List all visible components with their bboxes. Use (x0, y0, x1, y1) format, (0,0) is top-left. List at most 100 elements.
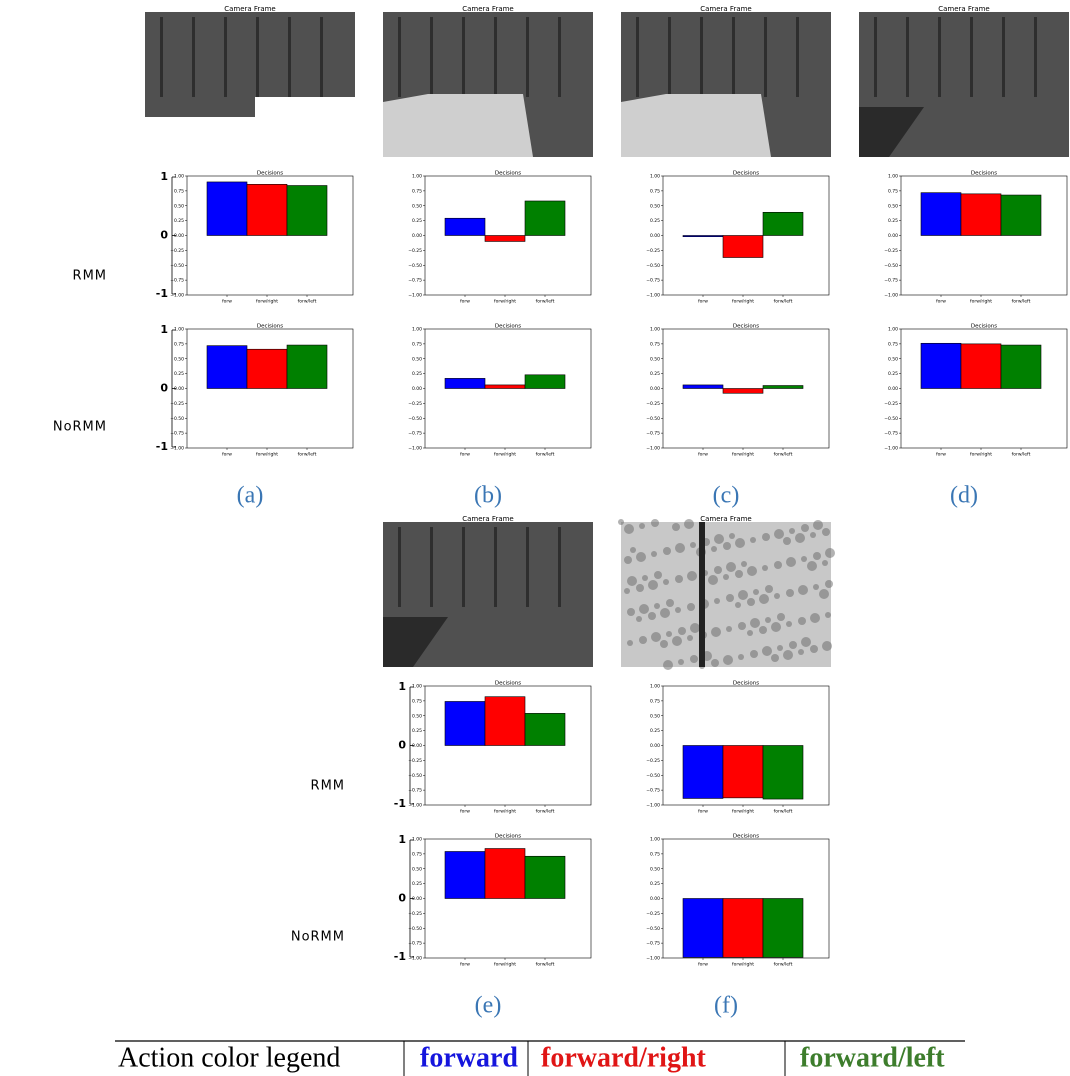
y-tick-label: −0.50 (646, 773, 660, 779)
y-tick-label: −1.00 (884, 446, 898, 452)
camera-texture (462, 527, 465, 607)
y-tick-label: 0.75 (412, 851, 422, 857)
bar (961, 194, 1001, 236)
bar (287, 345, 327, 388)
chart-title: Decisions (495, 171, 521, 177)
x-tick-label: forw/left (774, 299, 793, 305)
camera-texture (651, 632, 661, 642)
camera-texture (663, 579, 669, 585)
camera-texture (651, 519, 659, 527)
camera-texture (747, 566, 757, 576)
y-tick-label: 1.00 (412, 174, 422, 180)
x-tick-label: forw (460, 809, 470, 815)
x-tick-label: forw/left (298, 299, 317, 305)
camera-texture (430, 17, 433, 97)
bar (525, 856, 565, 898)
y-tick-label: 0.50 (888, 356, 898, 362)
camera-texture (796, 17, 799, 97)
camera-texture (750, 537, 756, 543)
x-tick-label: forw/right (256, 452, 278, 458)
y-tick-label: −0.25 (884, 401, 898, 407)
camera-texture (224, 17, 227, 97)
camera-texture (430, 527, 433, 607)
y-tick-label: 0.75 (650, 851, 660, 857)
bar (525, 713, 565, 745)
y-tick-label: 0.00 (888, 386, 898, 392)
camera-texture (747, 630, 753, 636)
y-tick-label: −0.25 (884, 248, 898, 254)
row-label: NoRMM (53, 420, 107, 435)
y-tick-label: 0.25 (650, 218, 660, 224)
bar (683, 899, 723, 958)
legend-item: forward (420, 1042, 518, 1073)
camera-texture (663, 547, 671, 555)
x-tick-label: forw/right (732, 962, 754, 968)
y-tick-label: 0.00 (888, 233, 898, 239)
camera-texture (711, 627, 721, 637)
y-tick-label: 0.75 (412, 188, 422, 194)
y-tick-label: −1.00 (646, 446, 660, 452)
y-tick-label: 0.75 (412, 341, 422, 347)
camera-texture (801, 524, 809, 532)
camera-texture (675, 607, 681, 613)
side-tick-label: 0 (160, 382, 168, 395)
chart-title: Decisions (971, 171, 997, 177)
camera-texture (762, 533, 770, 541)
camera-texture (630, 547, 636, 553)
legend-item: forward/right (541, 1042, 707, 1073)
x-tick-label: forw (222, 299, 232, 305)
camera-texture (807, 561, 817, 571)
camera-texture (627, 640, 633, 646)
y-tick-label: 0.50 (412, 713, 422, 719)
y-tick-label: 0.25 (650, 371, 660, 377)
camera-texture (494, 17, 497, 97)
chart-title: Decisions (733, 834, 759, 840)
bar (723, 899, 763, 958)
y-tick-label: 0.00 (412, 896, 422, 902)
camera-texture (735, 570, 743, 578)
x-tick-label: forw/right (494, 809, 516, 815)
y-tick-label: 0.00 (650, 743, 660, 749)
camera-texture (771, 654, 779, 662)
x-tick-label: forw/right (732, 299, 754, 305)
y-tick-label: 0.00 (174, 386, 184, 392)
camera-floor (621, 94, 771, 157)
y-tick-label: 0.50 (650, 356, 660, 362)
camera-texture (810, 645, 818, 653)
camera-texture (762, 565, 768, 571)
camera-texture (639, 636, 647, 644)
x-tick-label: forw (698, 452, 708, 458)
camera-texture (798, 585, 808, 595)
x-tick-label: forw/left (536, 299, 555, 305)
panel-caption: (a) (237, 483, 264, 509)
y-tick-label: 1.00 (174, 327, 184, 333)
bar (525, 375, 565, 389)
chart-title: Decisions (257, 324, 283, 330)
camera-texture (398, 17, 401, 97)
side-tick-label: 1 (160, 323, 168, 336)
chart-title: Decisions (257, 171, 283, 177)
camera-texture (735, 538, 745, 548)
x-tick-label: forw (460, 452, 470, 458)
camera-texture (753, 589, 759, 595)
camera-texture (160, 17, 163, 97)
y-tick-label: −0.25 (646, 758, 660, 764)
camera-texture (762, 646, 772, 656)
y-tick-label: 0.00 (650, 896, 660, 902)
camera-texture (654, 603, 660, 609)
camera-texture (675, 543, 685, 553)
y-tick-label: −0.50 (646, 416, 660, 422)
y-tick-label: 0.75 (650, 188, 660, 194)
chart-title: Decisions (733, 681, 759, 687)
camera-texture (690, 655, 698, 663)
y-tick-label: −1.00 (646, 956, 660, 962)
y-tick-label: 1.00 (650, 174, 660, 180)
camera-texture (678, 659, 684, 665)
y-tick-label: 0.00 (412, 386, 422, 392)
camera-texture (798, 617, 806, 625)
camera-texture (726, 594, 734, 602)
camera-texture (813, 584, 819, 590)
x-tick-label: forw (460, 962, 470, 968)
y-tick-label: −0.50 (646, 263, 660, 269)
camera-texture (750, 650, 758, 658)
